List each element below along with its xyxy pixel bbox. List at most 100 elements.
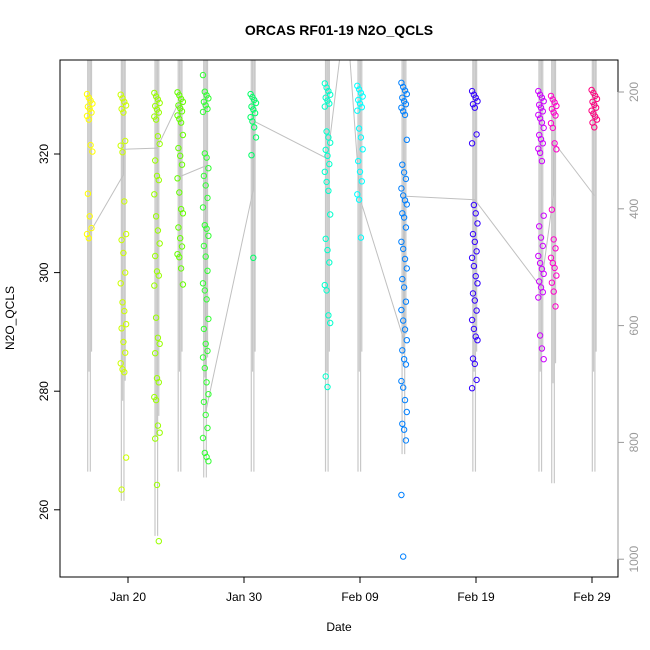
data-point (398, 185, 405, 192)
data-point (117, 91, 124, 98)
data-point (535, 87, 542, 95)
data-point (358, 178, 365, 185)
data-point (201, 222, 209, 229)
y2-tick-label: 400 (627, 198, 641, 218)
data-point (204, 267, 211, 274)
y-tick-label: 300 (37, 262, 51, 282)
data-point (537, 104, 545, 111)
data-point (154, 334, 162, 341)
data-point (398, 238, 405, 246)
data-point (176, 189, 183, 196)
data-point (86, 105, 93, 113)
data-point (177, 119, 185, 126)
data-point (400, 83, 407, 91)
data-point (154, 133, 162, 140)
data-point (202, 253, 209, 260)
data-point (324, 246, 331, 254)
data-point (85, 116, 93, 123)
data-point (538, 94, 546, 101)
data-point (471, 297, 478, 304)
data-point (121, 369, 128, 376)
data-point (537, 136, 545, 143)
data-point (152, 350, 159, 357)
data-point (250, 106, 257, 113)
data-point (154, 422, 162, 429)
data-point (323, 287, 330, 294)
data-point (199, 108, 207, 116)
data-point (179, 98, 187, 106)
data-point (398, 377, 405, 385)
data-point (325, 312, 332, 319)
data-point (118, 486, 125, 493)
data-point (552, 245, 559, 252)
y-tick-label: 320 (37, 144, 51, 164)
data-point (401, 396, 409, 404)
data-point (179, 210, 187, 217)
data-point (203, 154, 210, 161)
data-point (359, 93, 366, 100)
data-point (155, 176, 163, 184)
data-point (358, 104, 365, 111)
data-point (177, 152, 184, 160)
x-tick-label: Feb 29 (573, 590, 611, 604)
data-point (356, 100, 364, 107)
data-point (470, 201, 478, 209)
data-point (399, 161, 406, 168)
data-point (204, 424, 211, 432)
data-point (155, 109, 163, 116)
data-point (176, 115, 183, 123)
data-point (593, 95, 601, 103)
data-point (120, 338, 127, 346)
data-point (327, 319, 334, 327)
y-axis: 260 280 300 320 (37, 144, 61, 520)
data-point (120, 249, 127, 257)
data-point (355, 86, 363, 93)
data-point (154, 227, 162, 234)
data-point (540, 98, 547, 105)
data-point (199, 204, 207, 211)
data-point (86, 213, 93, 220)
data-point (200, 325, 208, 333)
data-point (178, 161, 186, 168)
data-point (122, 269, 129, 276)
data-point (473, 131, 480, 138)
data-point (402, 101, 410, 108)
data-point (540, 212, 547, 219)
data-point (536, 259, 544, 267)
y-axis-label: N2O_QCLS (3, 286, 17, 350)
data-point (152, 102, 159, 110)
data-point (400, 426, 408, 433)
data-point (122, 230, 130, 238)
x-tick-label: Feb 19 (457, 590, 495, 604)
data-point (153, 375, 161, 382)
data-point (400, 108, 407, 115)
data-point (548, 206, 556, 213)
data-point (88, 224, 95, 232)
data-point (539, 140, 546, 147)
data-point (402, 361, 410, 368)
data-point (550, 236, 557, 243)
data-point (400, 245, 407, 253)
data-point (401, 255, 409, 263)
data-point (119, 299, 126, 306)
data-point (356, 168, 364, 176)
data-point (176, 254, 183, 261)
data-point (398, 491, 405, 499)
data-point (204, 105, 211, 113)
data-point (175, 224, 182, 231)
data-point (201, 287, 209, 294)
data-point (177, 265, 185, 272)
data-point (83, 230, 91, 238)
data-point (199, 280, 207, 287)
data-point (179, 281, 187, 288)
data-point (84, 190, 92, 197)
data-point (156, 140, 163, 148)
flight-connector-line (89, 60, 595, 413)
data-point (537, 234, 545, 241)
data-point (88, 109, 95, 116)
chart-title: ORCAS RF01-19 N2O_QCLS (245, 22, 433, 38)
data-point (117, 142, 124, 149)
data-point (121, 307, 128, 315)
data-point (323, 178, 330, 186)
